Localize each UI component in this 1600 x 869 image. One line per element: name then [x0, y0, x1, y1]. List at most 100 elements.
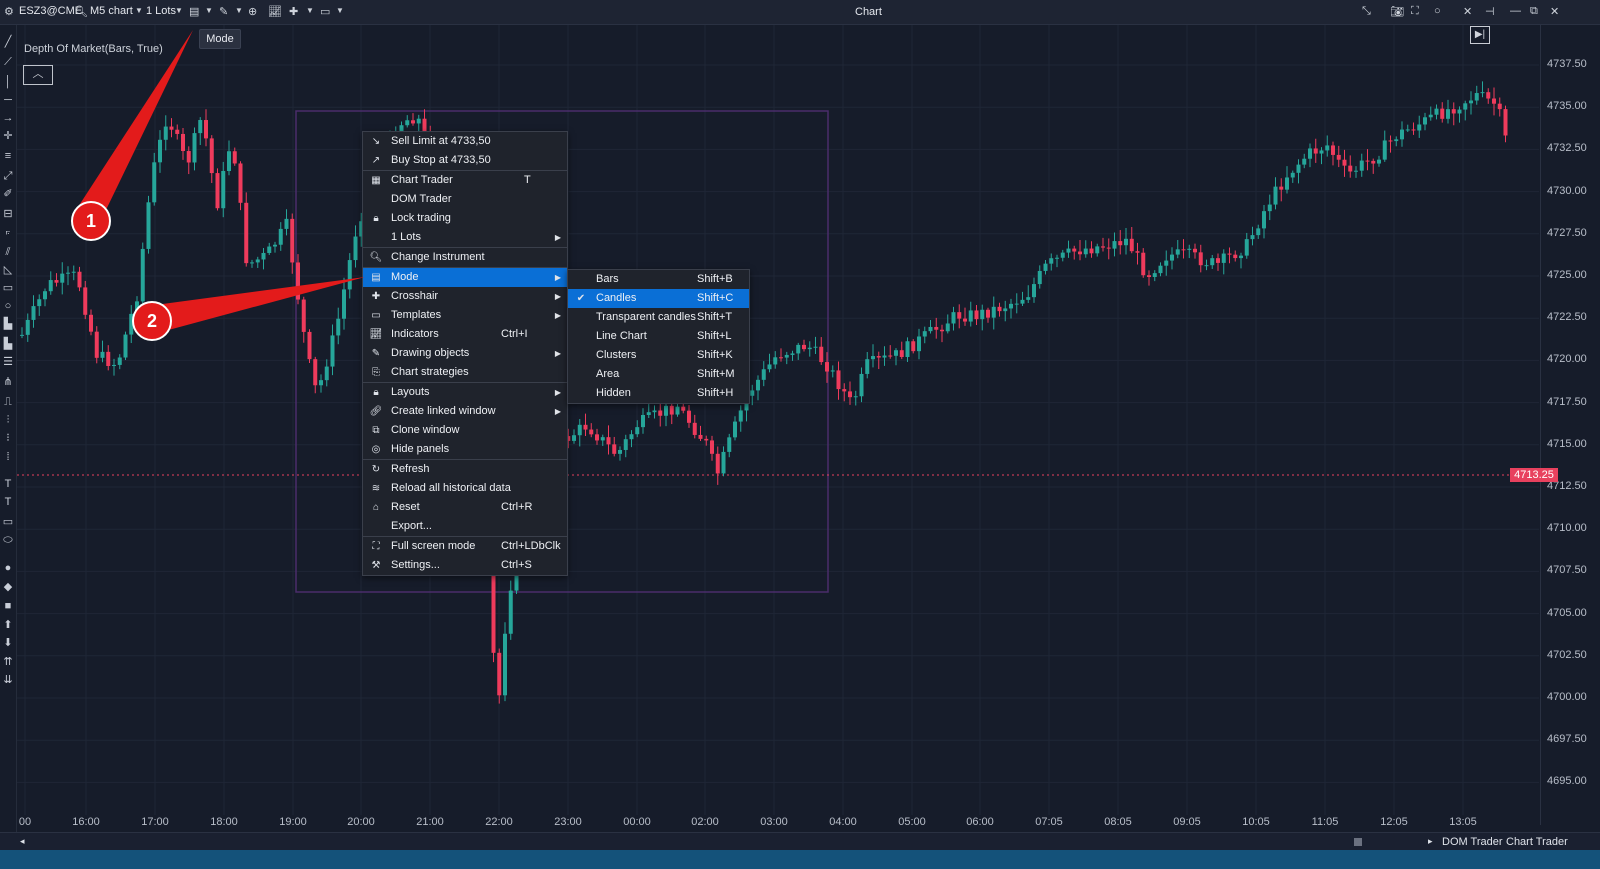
trend-tool-icon[interactable]: ⤢ — [3, 170, 13, 182]
chevron-down-icon[interactable]: ▼ — [306, 6, 314, 15]
menu-item-buy-stop-at-4733-50[interactable]: ↗ Buy Stop at 4733,50 — [363, 151, 567, 170]
diamond-marker-icon[interactable]: ◆ — [3, 581, 13, 593]
ray-tool-icon[interactable]: ⟋ — [4, 56, 12, 68]
paint-tool-icon[interactable]: ⊟ — [3, 208, 13, 220]
scroll-left-icon[interactable]: ◂ — [20, 836, 25, 846]
menu-item-layouts[interactable]: 🔒︎ Layouts ▶ — [363, 383, 567, 402]
profile-tool-icon[interactable]: ▙ — [3, 338, 13, 350]
bars-tool-icon[interactable]: ⫶ — [6, 414, 10, 426]
zoom-icon[interactable]: ⊕ — [248, 6, 258, 18]
mode-option-area[interactable]: Area Shift+M — [568, 365, 749, 384]
arrow-down-marker-icon[interactable]: ⬇ — [3, 637, 13, 649]
indicator-label[interactable]: Depth Of Market(Bars, True) — [24, 43, 163, 55]
menu-item-1-lots[interactable]: 1 Lots ▶ — [363, 228, 567, 247]
price-axis[interactable]: 4737.50 4735.00 4732.50 4730.00 4727.50 4725.… — [1540, 25, 1600, 825]
cross-tool-icon[interactable]: ✛ — [3, 130, 13, 142]
label-tool-icon[interactable]: ▭ — [2, 516, 14, 528]
link-icon[interactable]: ⤡ — [1362, 5, 1371, 17]
menu-item-clone-window[interactable]: ⧉ Clone window — [363, 421, 567, 440]
scrollbar-thumb[interactable] — [1354, 838, 1362, 846]
dots-tool-icon[interactable]: ⁞ — [6, 451, 10, 463]
scroll-right-icon[interactable]: ▸ — [1428, 836, 1433, 846]
collapse-button[interactable]: ︿ — [23, 65, 53, 85]
mode-option-line-chart[interactable]: Line Chart Shift+L — [568, 327, 749, 346]
mode-option-bars[interactable]: Bars Shift+B — [568, 270, 749, 289]
timeframe-selector[interactable]: M5 chart — [90, 5, 133, 17]
maximize-icon[interactable]: ⧉ — [1530, 5, 1538, 17]
lots-selector[interactable]: 1 Lots — [146, 5, 176, 17]
menu-item-create-linked-window[interactable]: 🔗︎ Create linked window ▶ — [363, 402, 567, 421]
chevron-down-icon[interactable]: ▼ — [175, 6, 183, 15]
minimize-icon[interactable]: — — [1510, 5, 1521, 17]
menu-item-mode[interactable]: ▤ Mode ▶ — [363, 268, 567, 287]
ruler-tool-icon[interactable]: ⟔ — [5, 226, 11, 238]
fullscreen-icon[interactable]: ⛶ — [1411, 5, 1419, 17]
mode-option-hidden[interactable]: Hidden Shift+H — [568, 384, 749, 403]
price-chart[interactable] — [17, 25, 1539, 825]
symbol-selector[interactable]: ESZ3@CME — [19, 5, 83, 17]
menu-item-drawing-objects[interactable]: ✎ Drawing objects ▶ — [363, 344, 567, 363]
menu-item-hide-panels[interactable]: ◎ Hide panels — [363, 440, 567, 459]
volume-profile-icon[interactable]: ▙ — [3, 318, 13, 330]
indicators-icon[interactable]: 📈︎ — [268, 6, 282, 18]
chevron-down-icon[interactable]: ▼ — [135, 6, 143, 15]
close-icon[interactable]: ✕ — [1550, 6, 1560, 18]
menu-item-sell-limit-at-4733-50[interactable]: ↘ Sell Limit at 4733,50 — [363, 132, 567, 151]
line-tool-icon[interactable]: ╱ — [4, 36, 12, 48]
menu-item-chart-strategies[interactable]: ⎘ Chart strategies — [363, 363, 567, 382]
menu-item-lock-trading[interactable]: 🔒︎ Lock trading — [363, 209, 567, 228]
tag-tool-icon[interactable]: ⬭ — [3, 534, 13, 546]
menu-item-chart-trader[interactable]: ▦ Chart Trader T — [363, 171, 567, 190]
fib-tool-icon[interactable]: ≡ — [4, 150, 12, 162]
square-marker-icon[interactable]: ■ — [4, 600, 12, 612]
menu-item-settings[interactable]: ⚒ Settings... Ctrl+S — [363, 556, 567, 575]
arrow-tool-icon[interactable]: → — [2, 112, 14, 124]
chevron-down-icon[interactable]: ▼ — [235, 6, 243, 15]
mode-option-transparent-candles[interactable]: Transparent candles Shift+T — [568, 308, 749, 327]
levels-tool-icon[interactable]: ☰ — [3, 356, 13, 368]
scroll-to-end-button[interactable]: ▶| — [1470, 26, 1490, 44]
chart-trader-tab[interactable]: Chart Trader — [1506, 836, 1568, 848]
menu-item-export[interactable]: Export... — [363, 517, 567, 536]
step-tool-icon[interactable]: ⎍ — [4, 396, 12, 408]
dom-trader-tab[interactable]: DOM Trader — [1442, 836, 1503, 848]
chevron-down-icon[interactable]: ▼ — [336, 6, 344, 15]
arrow-up-marker-icon[interactable]: ⬆ — [3, 619, 13, 631]
channel-tool-icon[interactable]: ⫽ — [5, 246, 11, 258]
menu-item-full-screen-mode[interactable]: ⛶ Full screen mode Ctrl+LDbClk — [363, 537, 567, 556]
rectangle-tool-icon[interactable]: ▭ — [2, 282, 14, 294]
ellipse-tool-icon[interactable]: ○ — [4, 300, 12, 312]
pitchfork-tool-icon[interactable]: ⋔ — [3, 376, 13, 388]
menu-item-change-instrument[interactable]: 🔍︎ Change Instrument — [363, 248, 567, 267]
brush-tool-icon[interactable]: ✐ — [3, 188, 13, 200]
sort-up-icon[interactable]: ⇈ — [3, 656, 13, 668]
crosshair-icon[interactable]: ✚ — [289, 6, 299, 18]
circle-marker-icon[interactable]: ● — [4, 562, 12, 574]
time-axis[interactable]: 00 16:00 17:00 18:00 19:00 20:00 21:00 22:00 23:… — [17, 813, 1539, 831]
horizontal-line-icon[interactable]: ─ — [4, 94, 12, 106]
templates-icon[interactable]: ▭ — [320, 6, 331, 18]
tools-icon[interactable]: ✕ — [1463, 6, 1473, 18]
mode-option-clusters[interactable]: Clusters Shift+K — [568, 346, 749, 365]
camera-icon[interactable]: 📷︎ — [1390, 6, 1404, 18]
pencil-icon[interactable]: ✎ — [219, 6, 229, 18]
pin-icon[interactable]: ⊣ — [1485, 6, 1495, 18]
mode-option-candles[interactable]: ✔ Candles Shift+C — [568, 289, 749, 308]
menu-item-reload-all-historical-data[interactable]: ≋ Reload all historical data — [363, 479, 567, 498]
menu-item-dom-trader[interactable]: DOM Trader — [363, 190, 567, 209]
search-icon[interactable]: 🔍︎ — [74, 6, 88, 18]
menu-item-crosshair[interactable]: ✚ Crosshair ▶ — [363, 287, 567, 306]
mode-icon[interactable]: ▤ — [189, 6, 200, 18]
menu-item-reset[interactable]: ⌂ Reset Ctrl+R — [363, 498, 567, 517]
vertical-line-icon[interactable]: │ — [4, 76, 12, 88]
text-tool-icon[interactable]: T — [4, 496, 12, 508]
chevron-down-icon[interactable]: ▼ — [205, 6, 213, 15]
menu-item-refresh[interactable]: ↻ Refresh — [363, 460, 567, 479]
dots-tool-icon[interactable]: ⁝ — [6, 432, 10, 444]
circle-icon[interactable]: ○ — [1434, 5, 1441, 17]
menu-item-indicators[interactable]: 📈︎ Indicators Ctrl+I — [363, 325, 567, 344]
menu-item-templates[interactable]: ▭ Templates ▶ — [363, 306, 567, 325]
triangle-tool-icon[interactable]: ◺ — [3, 264, 13, 276]
sort-down-icon[interactable]: ⇊ — [3, 674, 13, 686]
text-style-icon[interactable]: T — [4, 478, 12, 490]
